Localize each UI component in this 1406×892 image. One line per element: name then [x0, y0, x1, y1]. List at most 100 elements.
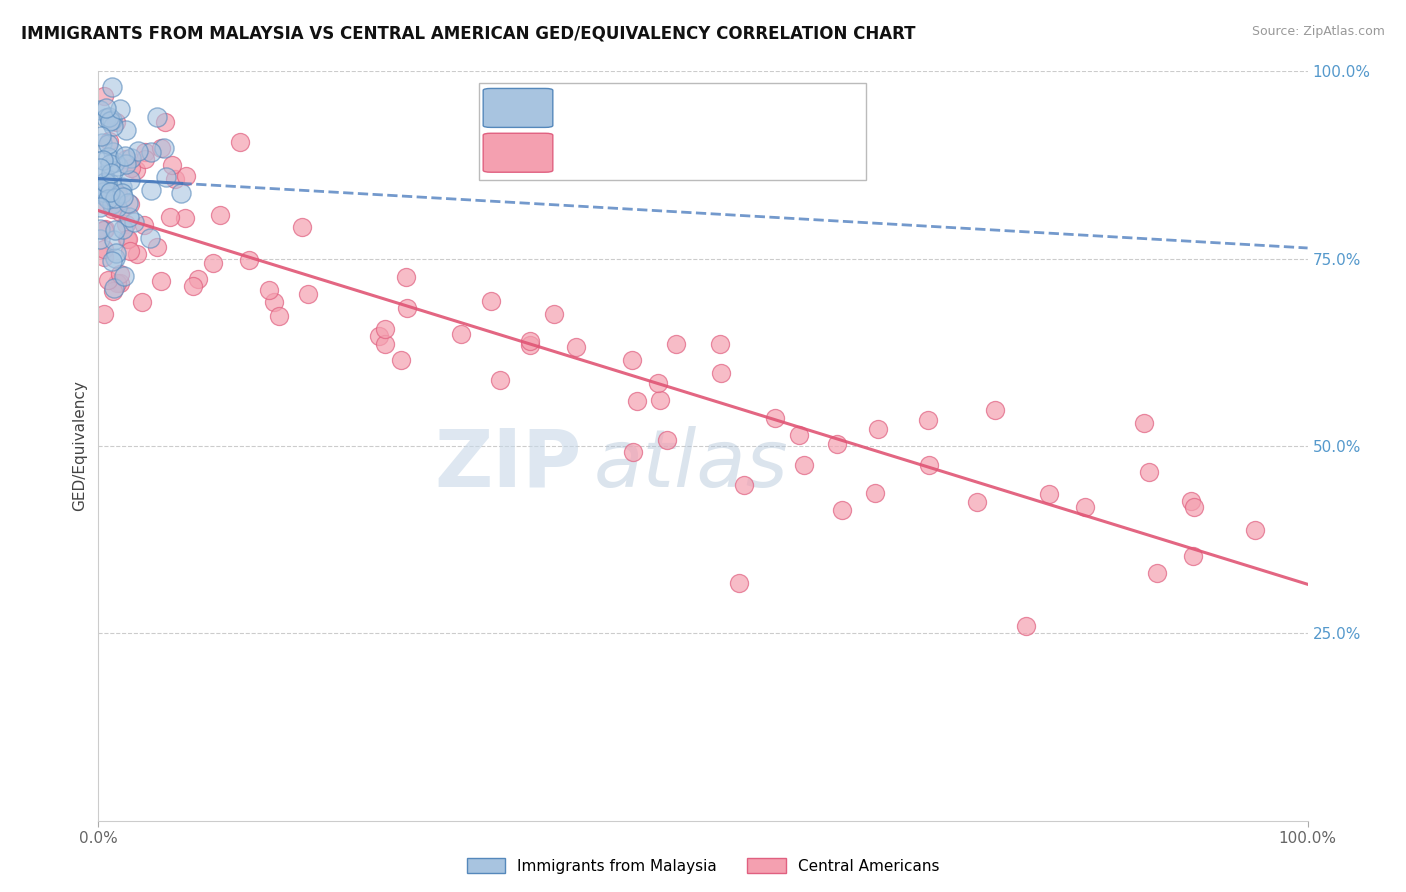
Point	[374, 322, 396, 336]
Point	[664, 337, 686, 351]
Point	[104, 245, 127, 260]
Point	[866, 422, 889, 436]
Point	[110, 277, 132, 291]
Point	[183, 279, 205, 293]
Point	[89, 221, 111, 235]
Point	[90, 136, 112, 150]
Point	[96, 176, 118, 190]
Point	[267, 309, 290, 323]
Point	[917, 412, 939, 426]
Point	[100, 177, 122, 191]
Point	[94, 222, 117, 236]
Point	[98, 114, 121, 128]
Point	[100, 166, 122, 180]
Point	[374, 337, 396, 351]
Point	[97, 136, 120, 151]
Point	[709, 366, 731, 380]
Point	[93, 181, 115, 195]
Text: ZIP: ZIP	[434, 425, 582, 504]
Point	[647, 376, 669, 391]
Point	[120, 152, 142, 166]
Point	[89, 200, 111, 214]
Point	[97, 272, 120, 286]
Point	[655, 433, 678, 447]
Point	[122, 215, 145, 229]
Point	[162, 158, 184, 172]
Point	[93, 188, 115, 202]
Point	[120, 161, 142, 175]
Point	[709, 336, 731, 351]
Point	[94, 175, 117, 189]
Point	[105, 200, 128, 214]
Point	[134, 152, 156, 166]
Point	[1132, 416, 1154, 430]
Point	[114, 217, 136, 231]
Point	[1182, 500, 1205, 515]
Point	[1137, 465, 1160, 479]
Point	[132, 218, 155, 232]
Y-axis label: GED/Equivalency: GED/Equivalency	[72, 381, 87, 511]
Point	[107, 159, 129, 173]
Point	[112, 269, 135, 284]
Point	[104, 251, 127, 265]
Point	[110, 204, 132, 219]
Point	[93, 88, 115, 103]
Point	[257, 283, 280, 297]
Point	[111, 180, 134, 194]
Point	[89, 161, 111, 175]
Point	[98, 186, 121, 200]
Point	[831, 503, 853, 517]
Point	[395, 301, 418, 315]
Point	[89, 182, 111, 196]
Point	[153, 115, 176, 129]
Point	[159, 210, 181, 224]
Point	[100, 113, 122, 128]
Point	[93, 308, 115, 322]
Point	[93, 197, 115, 211]
Point	[263, 295, 285, 310]
Point	[863, 486, 886, 500]
Point	[94, 111, 117, 125]
Point	[621, 444, 644, 458]
Point	[97, 192, 120, 206]
Point	[96, 101, 118, 115]
Point	[145, 110, 167, 124]
Point	[1074, 500, 1097, 515]
Point	[104, 223, 127, 237]
Point	[101, 145, 124, 159]
Point	[94, 189, 117, 203]
Point	[297, 286, 319, 301]
Point	[228, 136, 250, 150]
Point	[1182, 549, 1205, 564]
Legend: Immigrants from Malaysia, Central Americans: Immigrants from Malaysia, Central Americ…	[461, 852, 945, 880]
Point	[107, 186, 129, 201]
Point	[149, 274, 172, 288]
Point	[127, 144, 149, 158]
Point	[89, 103, 111, 117]
Point	[827, 437, 849, 451]
Point	[112, 221, 135, 235]
Point	[117, 195, 139, 210]
Point	[139, 231, 162, 245]
Point	[543, 307, 565, 321]
Point	[103, 155, 125, 169]
Point	[89, 232, 111, 246]
Point	[787, 428, 810, 442]
Point	[117, 232, 139, 246]
Point	[101, 197, 124, 211]
Point	[108, 267, 131, 281]
Point	[98, 156, 121, 170]
Point	[763, 410, 786, 425]
Point	[98, 185, 121, 199]
Point	[115, 123, 138, 137]
Text: IMMIGRANTS FROM MALAYSIA VS CENTRAL AMERICAN GED/EQUIVALENCY CORRELATION CHART: IMMIGRANTS FROM MALAYSIA VS CENTRAL AMER…	[21, 25, 915, 43]
Point	[93, 250, 115, 264]
Point	[97, 185, 120, 199]
Point	[118, 196, 141, 211]
Point	[114, 149, 136, 163]
Point	[97, 150, 120, 164]
Point	[101, 202, 124, 217]
Point	[117, 211, 139, 225]
Point	[115, 232, 138, 246]
Point	[519, 334, 541, 348]
